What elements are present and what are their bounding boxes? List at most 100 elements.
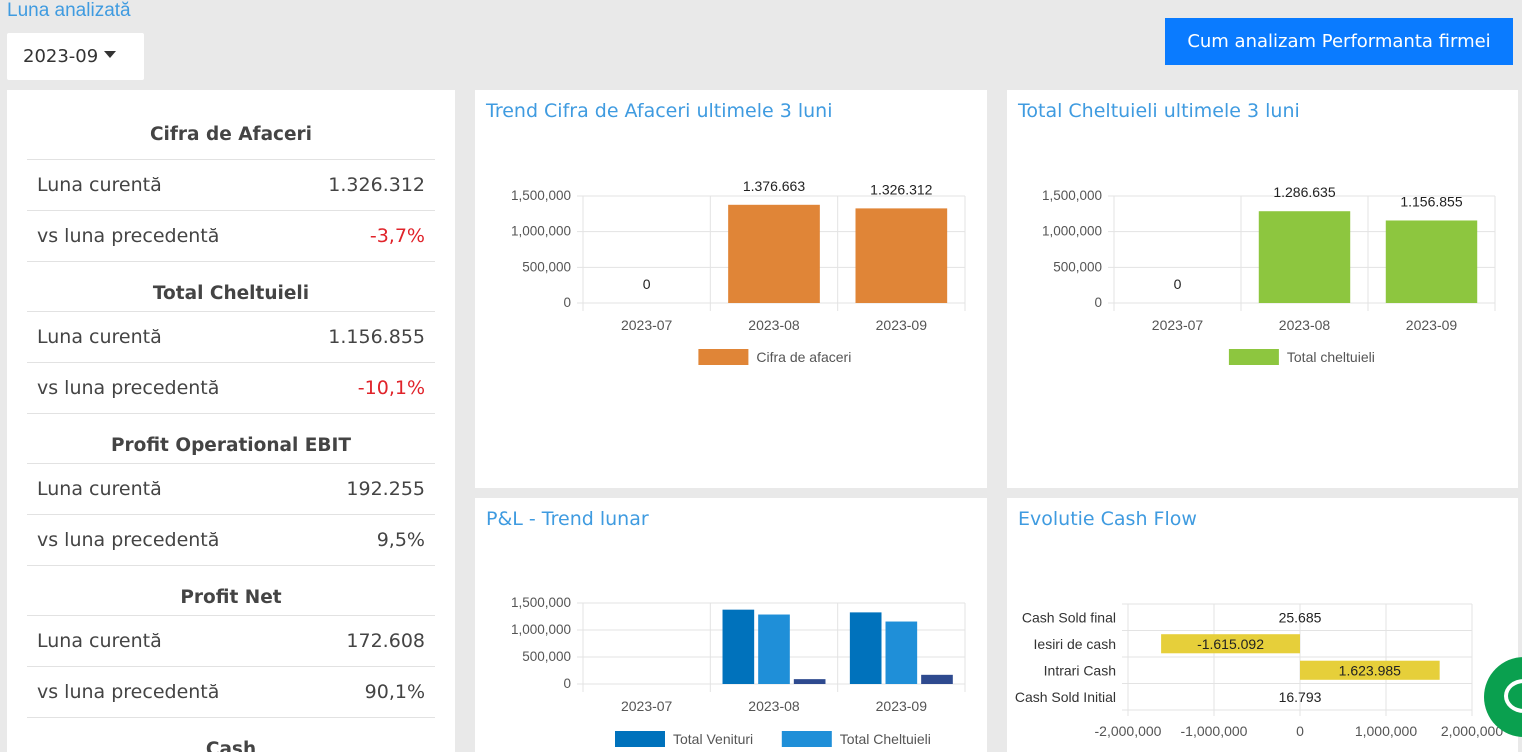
y-category-label: Intrari Cash bbox=[1044, 662, 1116, 678]
cashflow-chart: -2,000,000 -1,000,000 0 1,000,000 2,000,000 C… bbox=[1015, 603, 1503, 739]
x-tick-label: 2023-07 bbox=[621, 698, 673, 714]
data-label: 25.685 bbox=[1279, 609, 1322, 625]
y-tick-label: 1,000,000 bbox=[511, 622, 571, 637]
kpi-row: vs luna precedentă -3,7% bbox=[27, 211, 435, 262]
kpi-row: Luna curentă 172.608 bbox=[27, 616, 435, 667]
x-tick-label: 2023-08 bbox=[748, 317, 800, 333]
y-tick-label: 0 bbox=[1094, 295, 1102, 310]
legend-label: Total Cheltuieli bbox=[840, 731, 931, 747]
kpi-section-title: Cifra de Afaceri bbox=[27, 90, 435, 160]
kpi-row: vs luna precedentă -10,1% bbox=[27, 363, 435, 414]
data-label: 1.376.663 bbox=[743, 178, 805, 194]
bar bbox=[849, 612, 882, 684]
kpi-row-value: 9,5% bbox=[376, 529, 425, 551]
data-label: 0 bbox=[1174, 276, 1182, 292]
legend-swatch bbox=[1228, 349, 1279, 365]
data-label: -1.615.092 bbox=[1197, 636, 1264, 652]
legend-swatch bbox=[698, 349, 749, 365]
x-tick-label: -1,000,000 bbox=[1181, 723, 1248, 739]
y-category-label: Cash Sold Initial bbox=[1015, 689, 1116, 705]
kpi-row-value: -10,1% bbox=[357, 377, 425, 399]
performance-help-button[interactable]: Cum analizam Performanta firmei bbox=[1165, 18, 1513, 65]
kpi-row-label: Luna curentă bbox=[37, 630, 162, 652]
kpi-row: Luna curentă 1.326.312 bbox=[27, 160, 435, 211]
kpi-section-title: Total Cheltuieli bbox=[27, 262, 435, 312]
y-tick-label: 500,000 bbox=[1053, 259, 1102, 274]
caret-down-icon bbox=[104, 51, 117, 58]
legend-swatch bbox=[615, 731, 665, 747]
y-tick-label: 1,000,000 bbox=[1042, 224, 1102, 239]
bar bbox=[758, 614, 790, 684]
kpi-row-label: Luna curentă bbox=[37, 174, 162, 196]
legend-swatch bbox=[781, 731, 832, 747]
kpi-row-label: Luna curentă bbox=[37, 326, 162, 348]
bar bbox=[855, 208, 948, 303]
kpi-row-label: Luna curentă bbox=[37, 478, 162, 500]
y-tick-label: 500,000 bbox=[522, 259, 571, 274]
x-tick-label: 1,000,000 bbox=[1355, 723, 1417, 739]
x-tick-label: 0 bbox=[1296, 723, 1304, 739]
y-category-label: Cash Sold final bbox=[1022, 609, 1116, 625]
kpi-section-title: Cash bbox=[27, 718, 435, 752]
data-label: 1.156.855 bbox=[1400, 193, 1462, 209]
x-tick-label: 2023-09 bbox=[876, 698, 928, 714]
kpi-row: vs luna precedentă 9,5% bbox=[27, 515, 435, 566]
data-label: 16.793 bbox=[1279, 689, 1322, 705]
y-tick-label: 1,000,000 bbox=[511, 224, 571, 239]
data-label: 1.623.985 bbox=[1339, 662, 1401, 678]
expenses-chart-title: Total Cheltuieli ultimele 3 luni bbox=[1018, 100, 1300, 122]
revenue-chart-card: Trend Cifra de Afaceri ultimele 3 luni 0… bbox=[475, 90, 987, 488]
x-tick-label: 2023-08 bbox=[1279, 317, 1331, 333]
bar bbox=[722, 609, 755, 684]
x-tick-label: 2,000,000 bbox=[1441, 723, 1503, 739]
kpi-row-value: -3,7% bbox=[369, 225, 425, 247]
kpi-row-value: 172.608 bbox=[346, 630, 425, 652]
bar bbox=[1161, 634, 1300, 654]
cashflow-chart-title: Evolutie Cash Flow bbox=[1018, 508, 1197, 530]
legend-label: Total Venituri bbox=[673, 731, 753, 747]
expenses-chart: 0 500,000 1,000,000 1,500,000 2023-07 2023-08… bbox=[1042, 184, 1496, 365]
kpi-row: Luna curentă 1.156.855 bbox=[27, 312, 435, 363]
x-tick-label: 2023-07 bbox=[621, 317, 673, 333]
y-tick-label: 0 bbox=[563, 676, 571, 691]
kpi-row: vs luna precedentă 90,1% bbox=[27, 667, 435, 718]
x-tick-label: 2023-09 bbox=[1406, 317, 1458, 333]
bar bbox=[1300, 660, 1440, 680]
kpi-row-value: 192.255 bbox=[346, 478, 425, 500]
bar bbox=[1258, 211, 1351, 303]
pl-chart: 0 500,000 1,000,000 1,500,000 2023-07 2023-08… bbox=[511, 595, 966, 747]
pl-chart-card: P&L - Trend lunar 0 500,000 1,000,000 1,500… bbox=[475, 498, 987, 752]
bar bbox=[885, 621, 918, 684]
data-label: 1.326.312 bbox=[870, 181, 932, 197]
data-label: 0 bbox=[643, 276, 651, 292]
y-tick-label: 1,500,000 bbox=[1042, 188, 1102, 203]
month-dropdown[interactable]: 2023-09 bbox=[7, 33, 144, 80]
month-label: Luna analizată bbox=[7, 0, 131, 21]
y-tick-label: 0 bbox=[563, 295, 571, 310]
y-tick-label: 1,500,000 bbox=[511, 595, 571, 610]
kpi-row-label: vs luna precedentă bbox=[37, 225, 220, 247]
bar bbox=[1385, 220, 1478, 303]
kpi-row-value: 1.326.312 bbox=[328, 174, 425, 196]
kpi-section-title: Profit Operational EBIT bbox=[27, 414, 435, 464]
month-dropdown-value: 2023-09 bbox=[23, 46, 99, 67]
kpi-panel: Cifra de Afaceri Luna curentă 1.326.312 vs … bbox=[7, 90, 455, 752]
bar bbox=[921, 674, 953, 684]
kpi-row-value: 1.156.855 bbox=[328, 326, 425, 348]
y-tick-label: 1,500,000 bbox=[511, 188, 571, 203]
y-tick-label: 500,000 bbox=[522, 649, 571, 664]
expenses-chart-card: Total Cheltuieli ultimele 3 luni 0 500,00… bbox=[1007, 90, 1518, 488]
cashflow-chart-card: Evolutie Cash Flow -2,000,000 -1,000,000 0… bbox=[1007, 498, 1518, 752]
x-tick-label: 2023-08 bbox=[748, 698, 800, 714]
kpi-section-title: Profit Net bbox=[27, 566, 435, 616]
kpi-row-label: vs luna precedentă bbox=[37, 681, 220, 703]
kpi-row-label: vs luna precedentă bbox=[37, 377, 220, 399]
kpi-row: Luna curentă 192.255 bbox=[27, 464, 435, 515]
kpi-row-value: 90,1% bbox=[364, 681, 425, 703]
revenue-chart-title: Trend Cifra de Afaceri ultimele 3 luni bbox=[486, 100, 833, 122]
bar bbox=[793, 679, 826, 684]
x-tick-label: 2023-09 bbox=[876, 317, 928, 333]
data-label: 1.286.635 bbox=[1273, 184, 1335, 200]
revenue-chart: 0 500,000 1,000,000 1,500,000 2023-07 2023-08… bbox=[511, 178, 966, 365]
x-tick-label: 2023-07 bbox=[1152, 317, 1204, 333]
